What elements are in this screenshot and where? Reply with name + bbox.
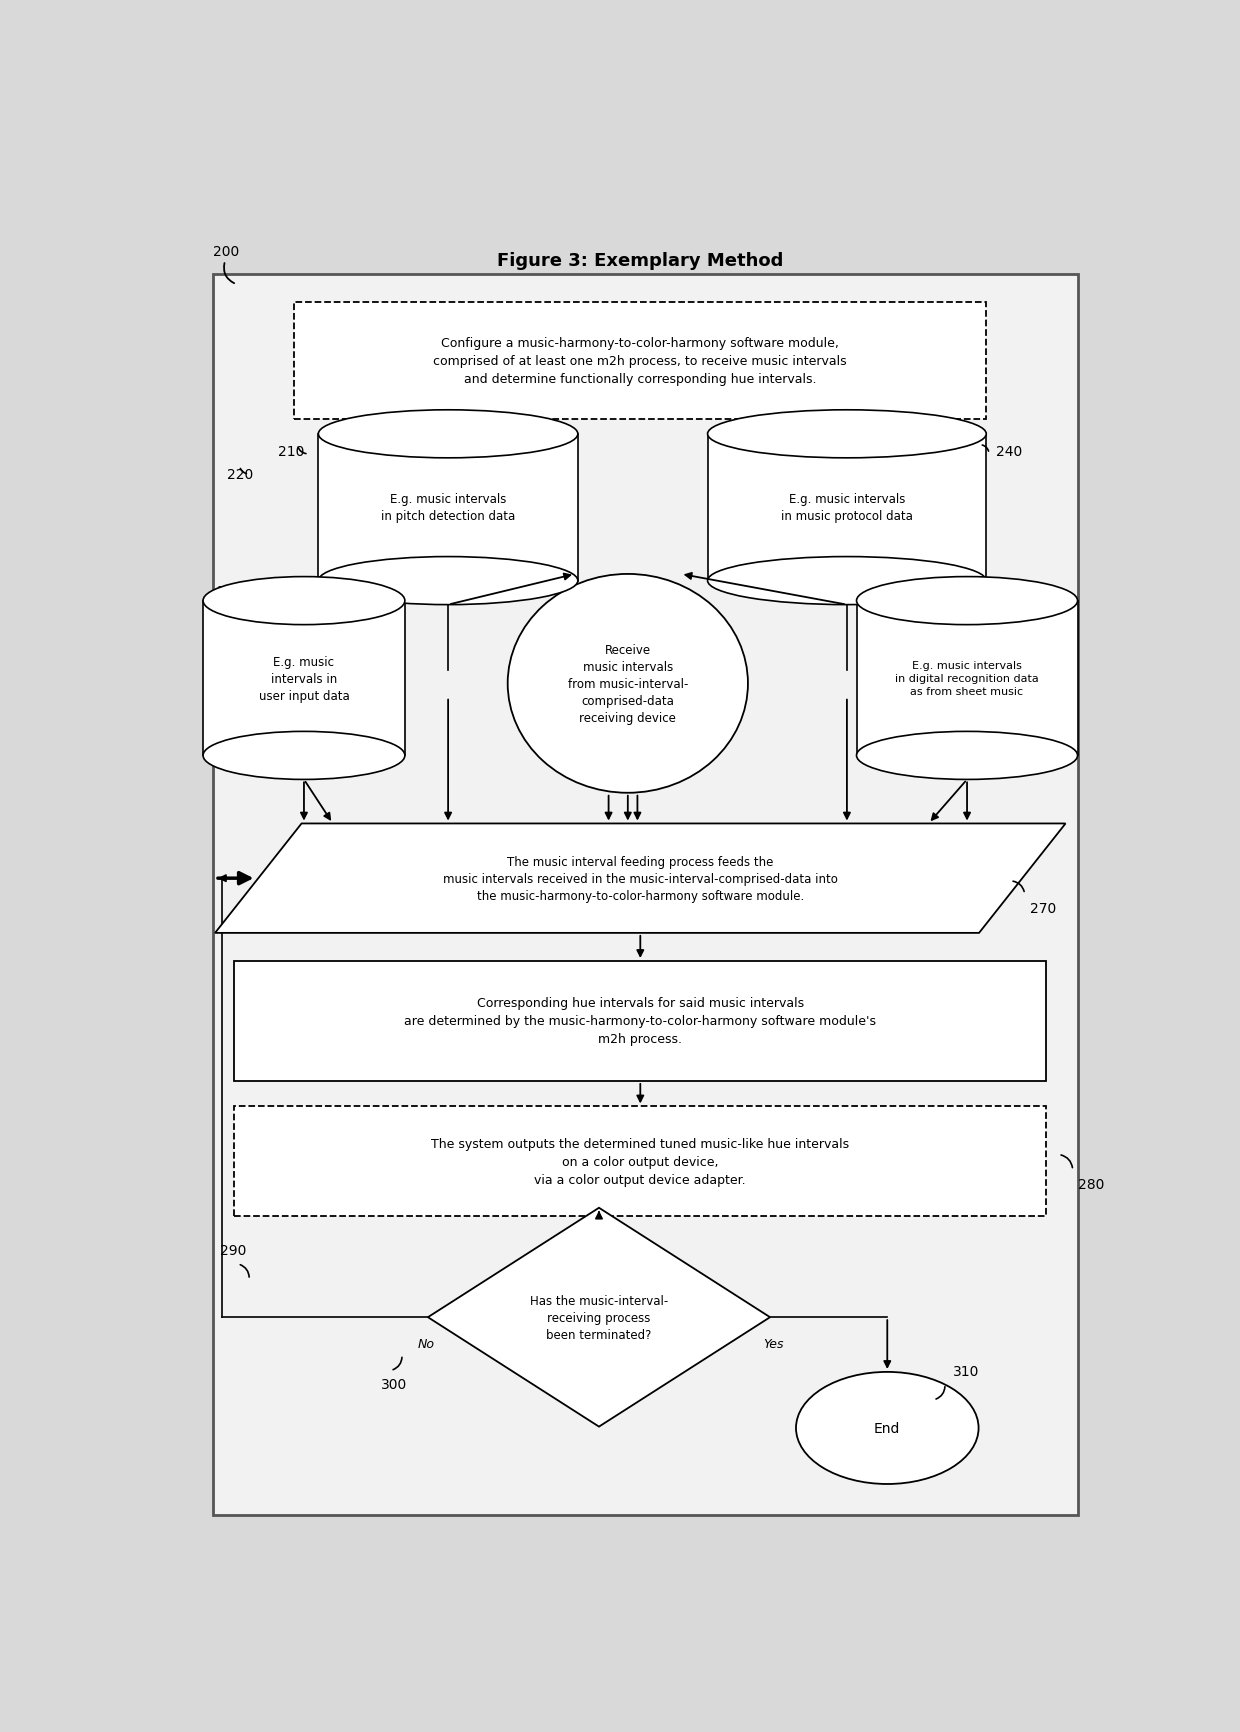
Text: 300: 300 [381,1377,407,1391]
Text: Corresponding hue intervals for said music intervals
are determined by the music: Corresponding hue intervals for said mus… [404,998,877,1046]
Text: E.g. music
intervals in
user input data: E.g. music intervals in user input data [259,655,350,701]
Text: Receive
music intervals
from music-interval-
comprised-data
receiving device: Receive music intervals from music-inter… [568,644,688,724]
Text: E.g. music intervals
in pitch detection data: E.g. music intervals in pitch detection … [381,494,516,523]
Text: 270: 270 [1029,901,1055,914]
Text: End: End [874,1422,900,1436]
Text: E.g. music intervals
in music protocol data: E.g. music intervals in music protocol d… [781,494,913,523]
Text: 260: 260 [472,561,498,575]
Ellipse shape [708,558,986,604]
Text: 290: 290 [221,1244,247,1257]
Text: 220: 220 [227,468,253,481]
Text: 200: 200 [213,244,239,258]
Polygon shape [319,435,578,582]
Text: The music interval feeding process feeds the
music intervals received in the mus: The music interval feeding process feeds… [443,856,838,902]
Ellipse shape [857,577,1078,625]
Text: 210: 210 [278,445,304,459]
Ellipse shape [319,558,578,604]
Text: 250: 250 [998,585,1025,599]
Ellipse shape [203,733,404,779]
Text: 230: 230 [217,585,244,599]
Polygon shape [203,601,404,755]
FancyBboxPatch shape [294,303,986,419]
Ellipse shape [203,577,404,625]
Text: Figure 3: Exemplary Method: Figure 3: Exemplary Method [497,253,784,270]
Text: No: No [418,1337,434,1351]
Text: E.g. music intervals
in digital recognition data
as from sheet music: E.g. music intervals in digital recognit… [895,660,1039,696]
Text: Has the music-interval-
receiving process
been terminated?: Has the music-interval- receiving proces… [529,1294,668,1341]
Text: Yes: Yes [764,1337,784,1351]
Ellipse shape [708,410,986,459]
Ellipse shape [857,733,1078,779]
Polygon shape [708,435,986,582]
Ellipse shape [319,410,578,459]
Polygon shape [215,824,1065,934]
Text: 310: 310 [952,1363,980,1377]
Text: 240: 240 [996,445,1022,459]
FancyBboxPatch shape [234,961,1047,1081]
Ellipse shape [796,1372,978,1484]
Text: Configure a music-harmony-to-color-harmony software module,
comprised of at leas: Configure a music-harmony-to-color-harmo… [434,336,847,386]
Polygon shape [428,1209,770,1427]
FancyBboxPatch shape [234,1107,1047,1216]
FancyBboxPatch shape [213,274,1078,1516]
Text: The system outputs the determined tuned music-like hue intervals
on a color outp: The system outputs the determined tuned … [432,1136,849,1186]
Text: 280: 280 [1078,1178,1104,1192]
Polygon shape [857,601,1078,755]
Ellipse shape [507,575,748,793]
